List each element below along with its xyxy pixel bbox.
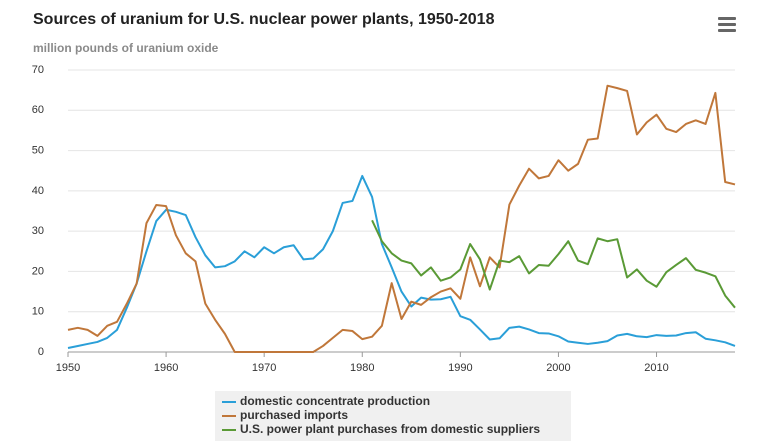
x-tick-label: 1990 — [448, 362, 472, 374]
legend-box — [215, 391, 571, 441]
series-line — [371, 219, 736, 309]
y-tick-label: 20 — [32, 265, 44, 277]
x-tick-label: 2000 — [546, 362, 570, 374]
series-line — [67, 84, 736, 353]
series-line — [67, 174, 736, 349]
chart-title: Sources of uranium for U.S. nuclear powe… — [33, 11, 495, 28]
x-tick-label: 2010 — [644, 362, 668, 374]
menu-bar — [718, 23, 736, 26]
menu-icon[interactable] — [718, 17, 736, 32]
legend-label: U.S. power plant purchases from domestic… — [240, 422, 540, 436]
y-tick-label: 40 — [32, 185, 44, 197]
y-tick-label: 0 — [38, 346, 44, 358]
x-tick-label: 1950 — [56, 362, 80, 374]
y-tick-label: 30 — [32, 225, 44, 237]
chart-subtitle: million pounds of uranium oxide — [33, 41, 219, 55]
x-tick-label: 1980 — [350, 362, 374, 374]
x-tick-label: 1960 — [154, 362, 178, 374]
menu-bar — [718, 17, 736, 20]
legend-label: domestic concentrate production — [240, 394, 430, 408]
y-tick-label: 50 — [32, 144, 44, 156]
legend-label: purchased imports — [240, 408, 348, 422]
menu-bar — [718, 29, 736, 32]
y-tick-label: 60 — [32, 104, 44, 116]
y-tick-label: 10 — [32, 306, 44, 318]
y-tick-label: 70 — [32, 64, 44, 76]
x-tick-label: 1970 — [252, 362, 276, 374]
